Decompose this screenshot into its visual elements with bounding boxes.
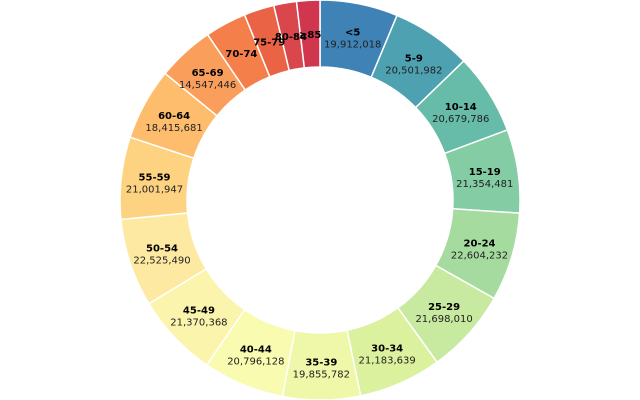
value-label-10-14-2: 20,679,786 — [432, 114, 489, 125]
value-label-15-19-3: 21,354,481 — [456, 179, 513, 190]
value-label-20-24-4: 22,604,232 — [451, 251, 508, 262]
category-label-10-14-2: 10-14 — [445, 102, 477, 113]
value-label-35-39-7: 19,855,782 — [293, 369, 350, 380]
value-label-45-49-9: 21,370,368 — [170, 317, 227, 328]
value-label-65-69-13: 14,547,446 — [179, 80, 236, 91]
category-label-45-49-9: 45-49 — [183, 305, 215, 316]
category-label-70-74-14: 70-74 — [225, 49, 257, 60]
category-label-55-59-11: 55-59 — [139, 173, 171, 184]
value-label-5-0: 19,912,018 — [324, 40, 381, 51]
value-label-25-29-5: 21,698,010 — [415, 314, 472, 325]
category-label-15-19-3: 15-19 — [469, 167, 501, 178]
category-label-60-64-12: 60-64 — [158, 111, 190, 122]
category-label-80-84-16: 80-84 — [275, 32, 307, 43]
value-label-55-59-11: 21,001,947 — [126, 185, 183, 196]
category-label-5-9-1: 5-9 — [405, 53, 423, 64]
value-label-40-44-8: 20,796,128 — [227, 357, 284, 368]
category-label-50-54-10: 50-54 — [146, 244, 178, 255]
category-label-75-79-15: 75-79 — [253, 37, 285, 48]
value-label-5-9-1: 20,501,982 — [385, 65, 442, 76]
slices-group — [119, 0, 521, 400]
labels-group: <519,912,018 5-920,501,982 10-1420,679,786… — [126, 28, 513, 381]
value-label-50-54-10: 22,525,490 — [133, 256, 190, 267]
category-label-5-0: <5 — [345, 28, 360, 39]
category-label-40-44-8: 40-44 — [240, 345, 272, 356]
value-label-30-34-6: 21,183,639 — [359, 355, 416, 366]
category-label-25-29-5: 25-29 — [428, 302, 460, 313]
category-label-85-17: ≥85 — [299, 30, 321, 41]
value-label-60-64-12: 18,415,681 — [145, 123, 202, 134]
category-label-35-39-7: 35-39 — [305, 357, 337, 368]
category-label-30-34-6: 30-34 — [371, 343, 403, 354]
slice-85-17 — [295, 0, 321, 69]
category-label-65-69-13: 65-69 — [192, 68, 224, 79]
category-label-20-24-4: 20-24 — [464, 239, 496, 250]
